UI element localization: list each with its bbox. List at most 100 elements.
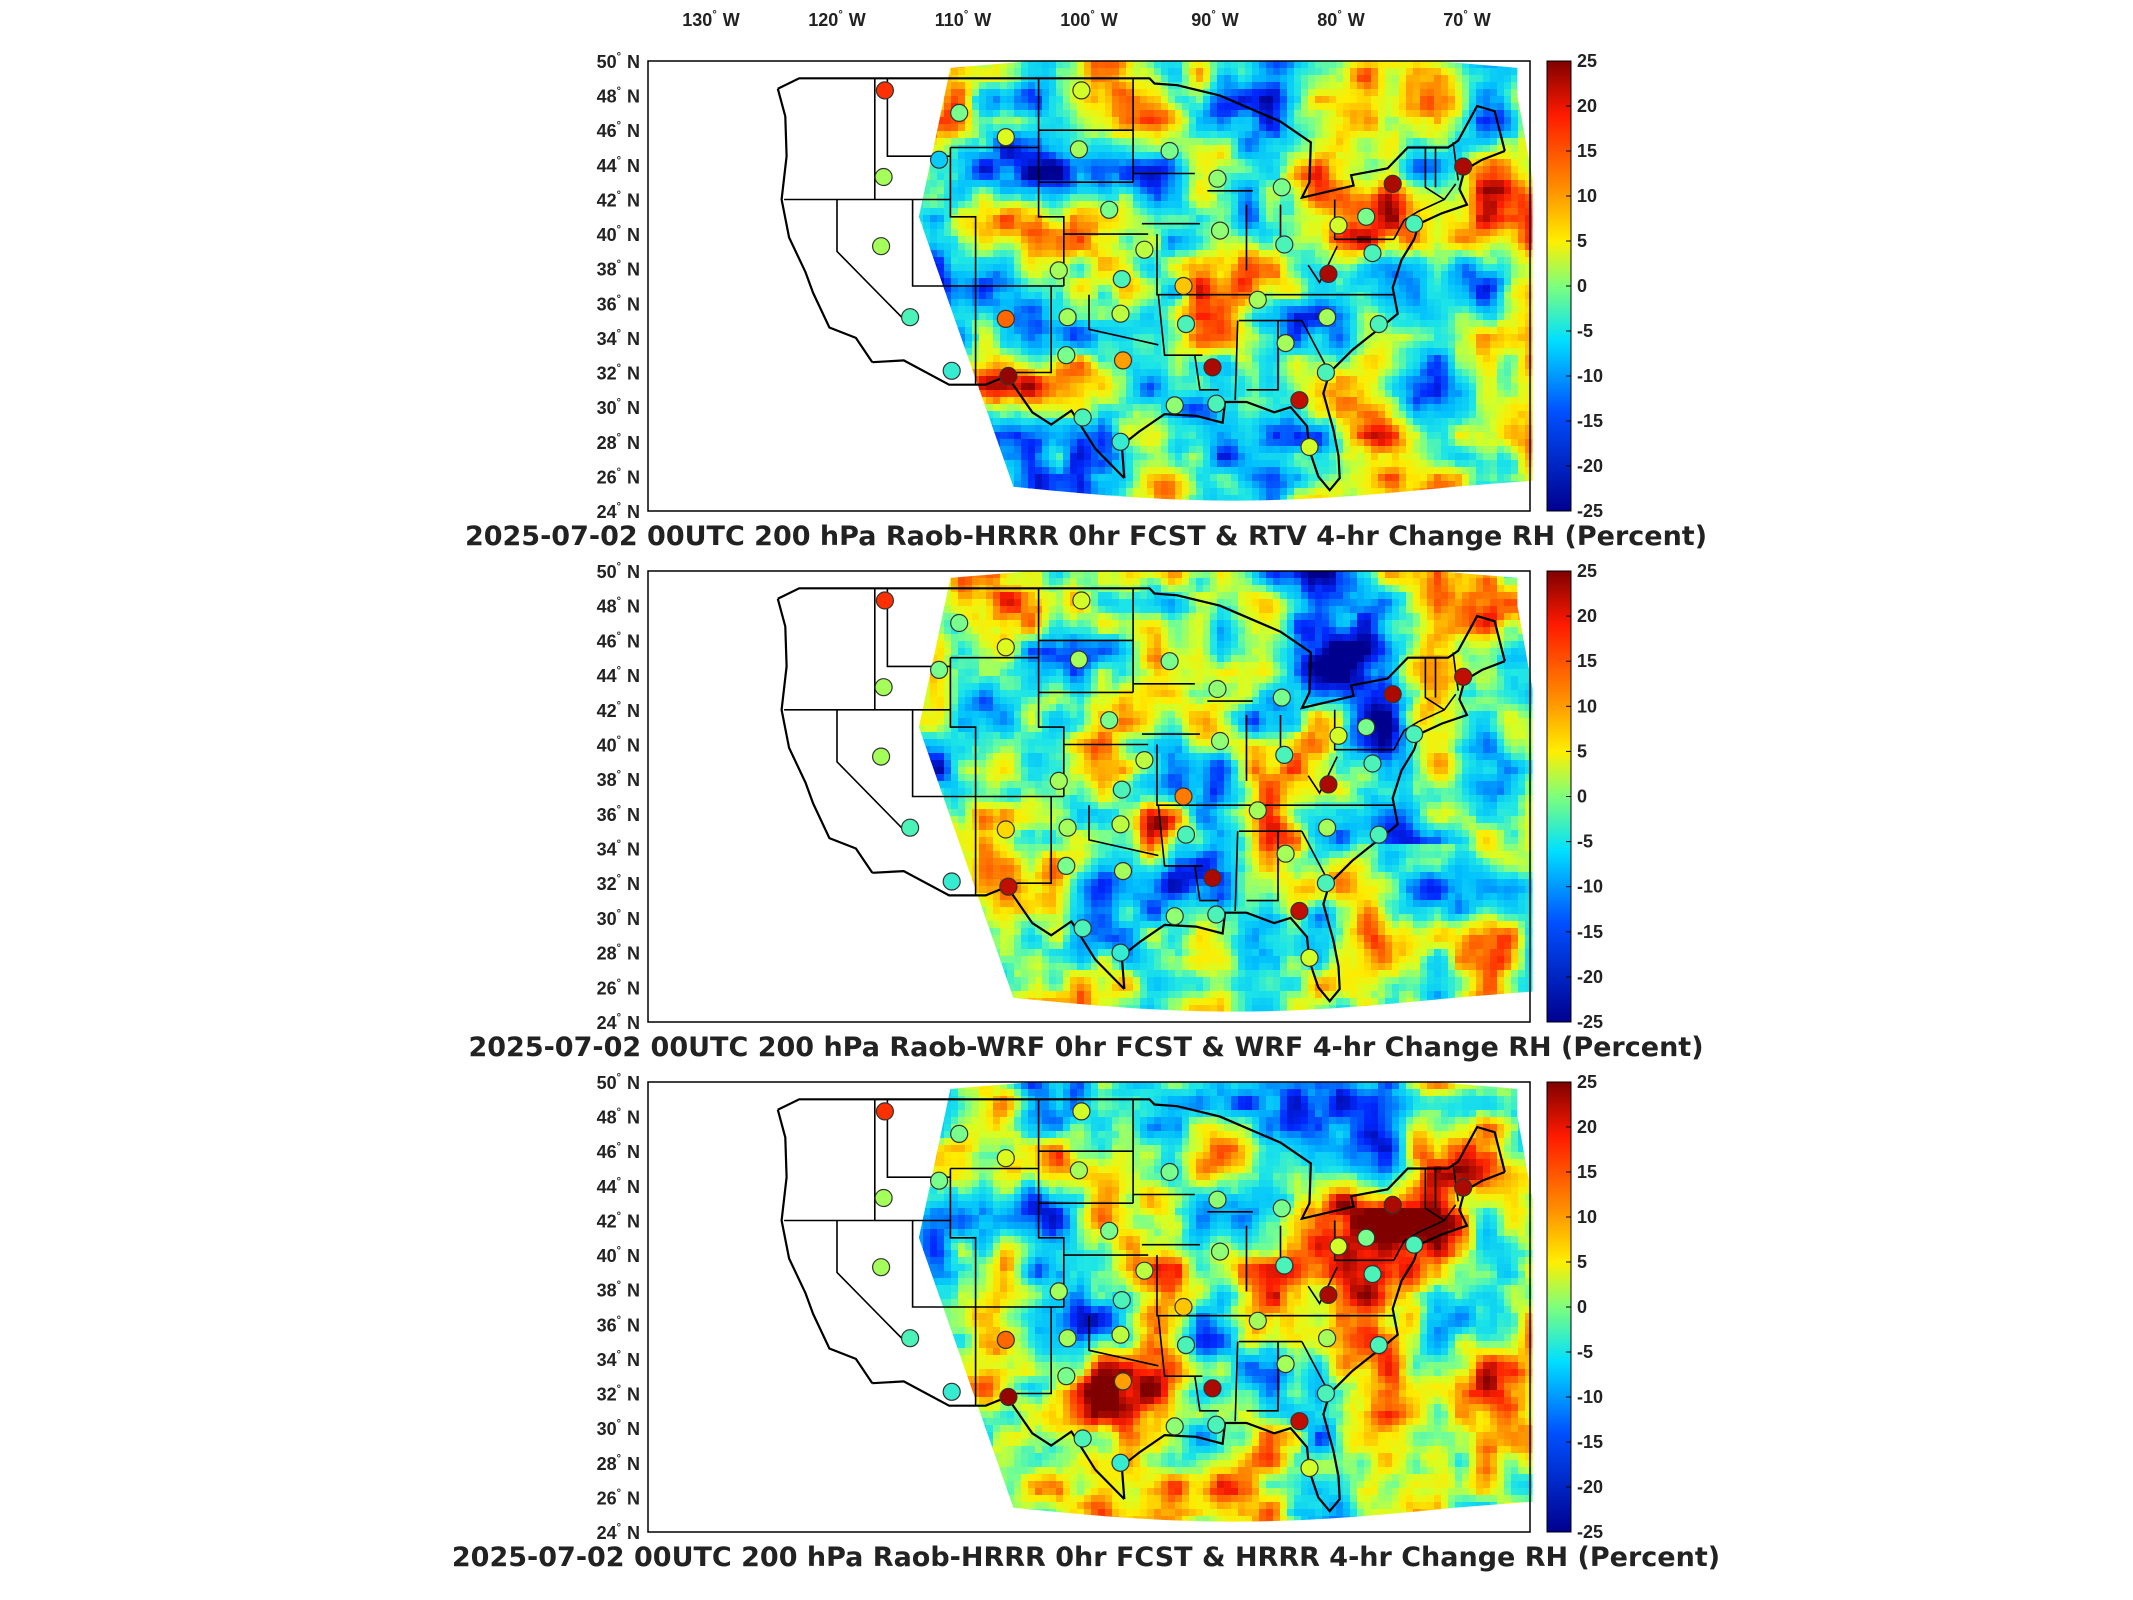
raob-station-marker <box>1111 815 1130 834</box>
panel-title: 2025-07-02 00UTC 200 hPa Raob-HRRR 0hr F… <box>465 521 1707 552</box>
raob-station-marker <box>1357 207 1376 226</box>
latitude-label: 24° N <box>597 1522 640 1543</box>
raob-station-marker <box>999 366 1018 386</box>
latitude-label: 34° N <box>597 839 640 860</box>
colorbar-tick-label: 5 <box>1577 231 1587 251</box>
raob-station-marker <box>1319 264 1338 283</box>
latitude-label: 40° N <box>597 1245 640 1266</box>
colorbar-tick-label: -10 <box>1577 1387 1603 1407</box>
raob-station-marker <box>1272 178 1291 197</box>
raob-stations <box>871 1102 1473 1478</box>
raob-station-marker <box>1404 724 1424 744</box>
latitude-label: 30° N <box>597 397 640 418</box>
raob-station-marker <box>1174 1297 1193 1317</box>
colorbar-tick-label: 25 <box>1577 561 1597 581</box>
raob-station-marker <box>999 877 1018 896</box>
raob-station-marker <box>1210 731 1230 751</box>
map-borders <box>776 587 1506 1003</box>
raob-station-marker <box>1165 396 1184 415</box>
raob-station-marker <box>1069 140 1089 159</box>
raob-station-marker <box>942 1382 961 1401</box>
raob-station-marker <box>1160 141 1179 161</box>
latitude-label: 28° N <box>597 1453 640 1474</box>
raob-station-marker <box>871 237 891 256</box>
colorbar-tick-label: -5 <box>1577 832 1593 852</box>
colorbar-tick-label: -15 <box>1577 1432 1603 1452</box>
raob-station-marker <box>1454 667 1473 686</box>
raob-station-marker <box>1329 216 1348 235</box>
raob-station-marker <box>996 1149 1015 1168</box>
raob-station-marker <box>1363 754 1382 773</box>
raob-station-marker <box>1317 308 1337 327</box>
longitude-label: 80° W <box>1317 9 1364 30</box>
raob-station-marker <box>874 678 893 697</box>
raob-station-marker <box>1176 1335 1196 1355</box>
raob-station-marker <box>1111 1453 1130 1472</box>
latitude-label: 32° N <box>597 873 640 894</box>
latitude-label: 36° N <box>597 1314 640 1335</box>
raob-station-marker <box>1383 1195 1402 1215</box>
latitude-label: 46° N <box>597 1141 640 1162</box>
map-panel-3: 50° N 48° N 46° N 44° N 42° N 40° N 38° N 36° N 34° N 32° N… <box>452 1072 1720 1573</box>
latitude-label: 42° N <box>597 1211 640 1232</box>
raob-station-marker <box>1208 169 1227 188</box>
latitude-label: 38° N <box>597 769 640 790</box>
raob-station-marker <box>1369 1335 1388 1355</box>
raob-station-marker <box>1207 394 1226 413</box>
colorbar-tick-label: 10 <box>1577 1207 1597 1227</box>
latitude-label: 46° N <box>597 630 640 651</box>
raob-station-marker <box>1319 775 1338 794</box>
raob-station-marker <box>1357 717 1376 737</box>
colorbar-tick-label: -20 <box>1577 1477 1603 1497</box>
raob-station-marker <box>875 81 895 100</box>
colorbar-tick-label: 10 <box>1577 696 1597 716</box>
colorbar-tick-label: 20 <box>1577 96 1597 116</box>
colorbar-tick-label: -15 <box>1577 922 1603 942</box>
raob-station-marker <box>1112 270 1131 289</box>
raob-station-marker <box>996 1330 1015 1350</box>
longitude-label: 120° W <box>808 9 865 30</box>
raob-station-marker <box>1057 1367 1076 1386</box>
raob-station-marker <box>900 818 920 837</box>
raob-station-marker <box>996 309 1015 328</box>
latitude-label: 42° N <box>597 190 640 211</box>
colorbar-tick-label: 0 <box>1577 1297 1587 1317</box>
raob-station-marker <box>1290 391 1309 410</box>
raob-station-marker <box>1208 1190 1227 1209</box>
colorbar-tick-label: -25 <box>1577 1522 1603 1542</box>
state-borders <box>784 1099 1459 1422</box>
raob-station-marker <box>1275 745 1294 765</box>
raob-station-marker <box>996 820 1015 839</box>
colorbar: 25 20 15 10 5 0 -5 -10 -15 -20 -25 <box>1546 1072 1603 1542</box>
longitude-label: 100° W <box>1060 9 1117 30</box>
raob-station-marker <box>999 1387 1018 1407</box>
raob-station-marker <box>1203 868 1222 888</box>
latitude-labels: 50° N 48° N 46° N 44° N 42° N 40° N 38° N 36° N 34° N 32° N… <box>597 561 640 1033</box>
colorbar-tick-label: 10 <box>1577 186 1597 206</box>
raob-station-marker <box>1176 315 1196 334</box>
raob-station-marker <box>942 872 961 891</box>
raob-station-marker <box>1316 874 1336 893</box>
raob-station-marker <box>1300 948 1319 967</box>
raob-station-marker <box>1135 1261 1154 1280</box>
raob-station-marker <box>1113 1372 1133 1391</box>
latitude-label: 26° N <box>597 466 640 487</box>
raob-station-marker <box>1329 726 1348 745</box>
raob-station-marker <box>1290 1412 1309 1431</box>
raob-station-marker <box>1100 711 1119 730</box>
colorbar: 25 20 15 10 5 0 -5 -10 -15 -20 -25 <box>1546 561 1603 1032</box>
raob-station-marker <box>1317 818 1337 837</box>
raob-station-marker <box>1383 174 1402 193</box>
raob-station-marker <box>1316 363 1336 382</box>
raob-station-marker <box>1072 1102 1091 1121</box>
raob-station-marker <box>875 591 895 610</box>
raob-station-marker <box>996 638 1015 657</box>
raob-station-marker <box>1276 844 1295 863</box>
raob-station-marker <box>1369 825 1388 844</box>
colorbar-tick-label: 0 <box>1577 787 1587 807</box>
latitude-label: 48° N <box>597 86 640 107</box>
latitude-label: 24° N <box>597 1012 640 1033</box>
raob-station-marker <box>950 1124 969 1144</box>
raob-station-marker <box>950 613 969 633</box>
raob-station-marker <box>1363 244 1382 263</box>
